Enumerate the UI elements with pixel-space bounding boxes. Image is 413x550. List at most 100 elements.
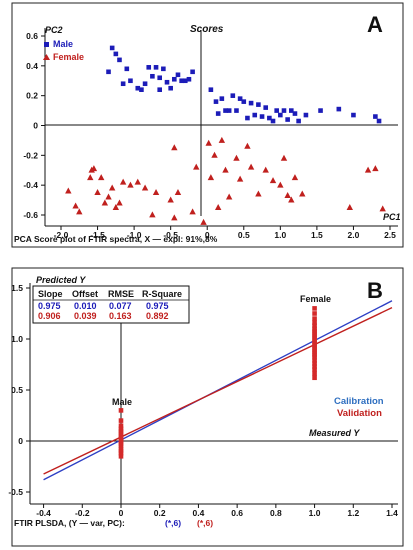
panel-a-points xyxy=(65,45,386,225)
panel-b-y-tick-label: 1.0 xyxy=(11,334,23,344)
panel-b-points xyxy=(118,306,317,459)
point-male xyxy=(113,51,119,57)
point-male xyxy=(168,85,173,91)
panel-a-x-tick-label: 0.5 xyxy=(238,230,250,240)
panel-a-x-tick-label: -1.5 xyxy=(90,230,105,240)
point-male xyxy=(270,118,276,124)
point-male xyxy=(139,87,144,92)
point-male xyxy=(289,108,294,113)
point-female xyxy=(98,174,105,181)
point-male xyxy=(376,118,382,124)
panel-a-x-ticks: -2.0 -1.5 -1.0 -0.5 0 0.5 1.0 1.5 2.0 2.5 xyxy=(54,226,396,240)
annotation-male: Male xyxy=(112,397,132,407)
point-female xyxy=(72,202,79,209)
point-male xyxy=(292,111,298,116)
stats-cal-rmse: 0.077 xyxy=(109,301,132,311)
panel-a-x-tick-label: -2.0 xyxy=(54,230,69,240)
panel-b-x-tick-label: 0.6 xyxy=(231,508,243,518)
point-male xyxy=(186,76,192,82)
point-female xyxy=(247,163,255,170)
point-male xyxy=(179,78,184,84)
point-female xyxy=(255,190,262,197)
point-female xyxy=(364,166,372,173)
stats-cal-offset: 0.010 xyxy=(74,301,97,311)
point-male xyxy=(223,108,228,113)
point-female xyxy=(94,189,101,196)
point-female xyxy=(372,165,379,172)
panel-a-y-tick-label: 0.6 xyxy=(26,31,38,41)
point-male xyxy=(213,99,219,104)
stats-val-rsquare: 0.892 xyxy=(146,311,169,321)
point-male xyxy=(135,85,141,91)
panel-a-y-tick-label: 0 xyxy=(33,121,38,131)
panel-a-y-tick-label: -0.2 xyxy=(23,150,38,160)
panel-a-caption: PCA Score plot of FTIR spectra, X — expl… xyxy=(14,234,218,244)
panel-b-x-tick-label: 1.4 xyxy=(386,508,398,518)
regression-line-validation xyxy=(43,307,393,475)
stats-table: Slope Offset RMSE R-Square 0.975 0.010 0… xyxy=(32,285,190,324)
panel-b-x-tick-label: 0.8 xyxy=(270,508,282,518)
stats-cal-slope: 0.975 xyxy=(38,301,61,311)
point-female xyxy=(200,218,207,225)
point-male xyxy=(146,65,152,70)
panel-a-axes xyxy=(44,28,398,227)
point-female xyxy=(87,174,94,181)
panel-a-x-tick-label: -1.0 xyxy=(127,230,142,240)
panel-b-x-tick-label: 1.0 xyxy=(309,508,321,518)
point-female xyxy=(101,199,109,206)
point-female xyxy=(171,214,178,221)
point-female xyxy=(233,154,240,161)
point-female xyxy=(189,208,196,215)
point-male xyxy=(157,75,162,81)
point-female xyxy=(312,367,317,372)
point-female xyxy=(76,208,83,215)
panel-a-label: A xyxy=(367,12,383,37)
point-male xyxy=(118,418,124,423)
point-male xyxy=(118,408,124,413)
point-male xyxy=(117,57,122,63)
point-female xyxy=(312,326,317,332)
point-female xyxy=(312,371,317,376)
point-male xyxy=(230,93,236,98)
point-male xyxy=(153,65,159,70)
panel-b-x-label: Measured Y xyxy=(309,428,360,438)
panel-b-y-tick-label: 0 xyxy=(18,436,23,446)
point-male xyxy=(285,117,290,122)
point-male xyxy=(248,100,254,106)
panel-b-y-tick-label: 1.5 xyxy=(11,283,23,293)
point-male xyxy=(263,105,269,110)
point-male xyxy=(336,106,342,112)
point-female xyxy=(65,187,72,194)
legend-male-label: Male xyxy=(53,39,73,49)
panel-a-y-label: PC2 xyxy=(45,25,63,35)
panel-b-x-ticks: -0.4 -0.2 0 0.2 0.4 0.6 0.8 1.0 1.2 1.4 xyxy=(36,504,398,518)
panel-b-caption-main: FTIR PLSDA, (Y — var, PC): xyxy=(14,518,125,528)
point-male xyxy=(267,115,272,121)
point-female xyxy=(152,189,160,196)
point-male xyxy=(118,446,124,452)
point-female xyxy=(134,178,141,185)
point-female xyxy=(116,199,123,206)
point-male xyxy=(373,114,378,119)
point-male xyxy=(303,112,309,118)
point-female xyxy=(119,178,127,185)
point-male xyxy=(190,69,195,75)
panel-b-x-tick-label: 1.2 xyxy=(347,508,359,518)
panel-b-regression-lines xyxy=(43,300,393,481)
panel-a-x-label: PC1 xyxy=(383,212,401,222)
stats-header-slope: Slope xyxy=(38,289,63,299)
panel-a-frame xyxy=(11,2,404,248)
point-female xyxy=(167,196,174,203)
panel-b-y-ticks: 1.5 1.0 0.5 0 -0.5 xyxy=(8,283,30,497)
panel-b-caption-cal: (*,6) xyxy=(165,518,181,528)
point-male xyxy=(118,426,124,432)
point-female xyxy=(284,192,291,199)
point-female xyxy=(291,174,299,181)
point-female xyxy=(214,203,222,210)
panel-b-x-tick-label: 0 xyxy=(119,508,124,518)
point-female xyxy=(312,358,317,363)
point-female xyxy=(269,177,277,184)
stats-val-offset: 0.039 xyxy=(74,311,97,321)
stats-val-slope: 0.906 xyxy=(38,311,61,321)
point-male xyxy=(278,112,283,118)
